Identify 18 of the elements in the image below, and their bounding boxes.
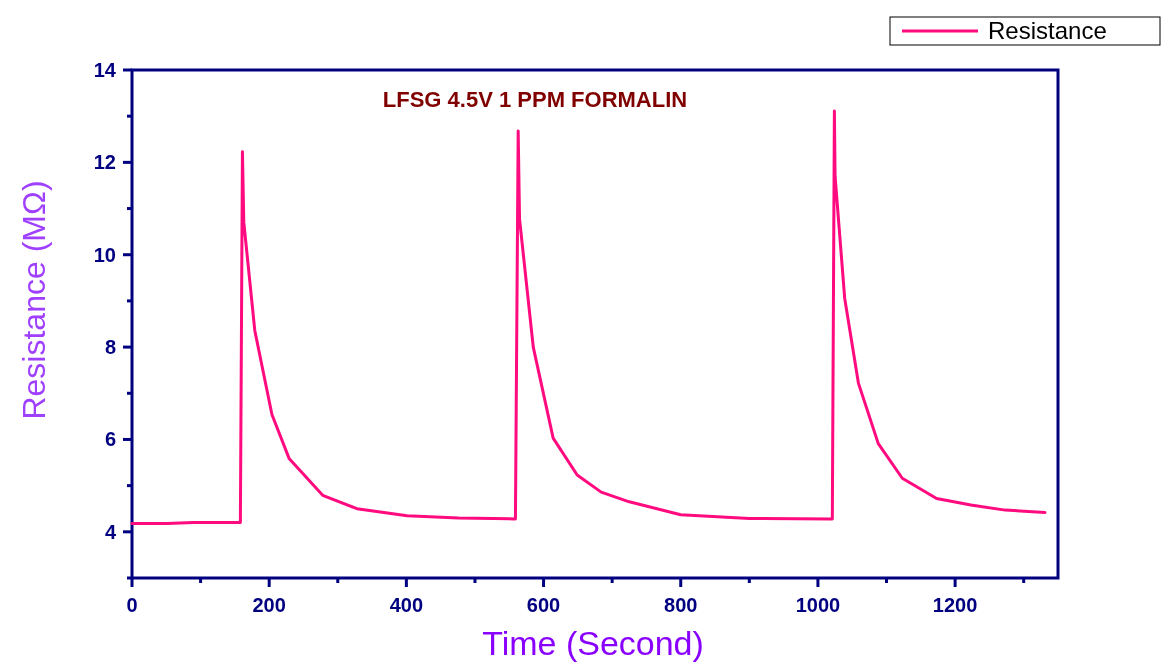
y-tick-label: 6 — [104, 428, 116, 451]
legend-label: Resistance — [988, 17, 1107, 44]
x-tick-label: 400 — [389, 594, 424, 616]
text: LFSG 4.5V 1 PPM FORMALIN — [382, 87, 688, 112]
x-tick-label: 1200 — [932, 594, 978, 616]
y-tick-label: 8 — [104, 336, 116, 359]
y-axis-title: Resistance (MΩ) — [16, 180, 52, 420]
x-tick-label: 600 — [526, 594, 561, 616]
y-tick-label: 12 — [93, 151, 116, 174]
x-tick-label: 1000 — [795, 594, 841, 616]
y-tick-label: 14 — [93, 59, 117, 81]
x-tick-label: 0 — [126, 594, 138, 616]
x-tick-label: 200 — [252, 594, 286, 616]
line-series — [130, 109, 1047, 526]
x-tick-label: 800 — [664, 594, 698, 616]
y-tick-label: 4 — [104, 520, 117, 543]
y-tick-label: 10 — [93, 243, 116, 266]
x-axis-title: Time (Second) — [482, 624, 704, 662]
